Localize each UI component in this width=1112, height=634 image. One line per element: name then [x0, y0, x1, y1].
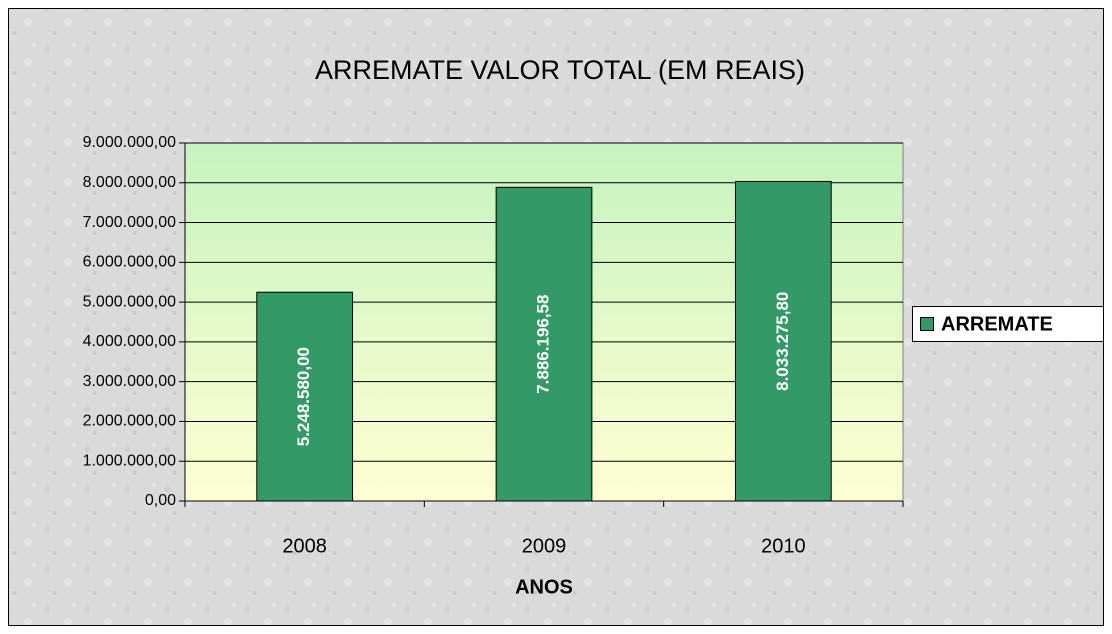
- value-label: 8.033.275,80: [773, 292, 792, 391]
- legend-swatch: [920, 317, 934, 331]
- x-tick-label: 2010: [761, 535, 806, 557]
- chart-title: ARREMATE VALOR TOTAL (EM REAIS): [315, 55, 805, 85]
- y-tick-label: 3.000.000,00: [83, 373, 177, 390]
- y-tick-label: 0,00: [145, 492, 176, 509]
- x-tick-label: 2008: [282, 535, 327, 557]
- y-tick-label: 7.000.000,00: [83, 214, 177, 231]
- legend-label: ARREMATE: [941, 313, 1053, 335]
- bar: [256, 291, 354, 502]
- x-axis-title: ANOS: [515, 576, 573, 598]
- y-tick-label: 9.000.000,00: [83, 134, 177, 151]
- bar: [734, 180, 832, 502]
- value-label: 5.248.580,00: [294, 347, 313, 446]
- y-tick-label: 1.000.000,00: [83, 452, 177, 469]
- y-tick-label: 4.000.000,00: [83, 333, 177, 350]
- x-tick-label: 2009: [522, 535, 567, 557]
- y-tick-label: 5.000.000,00: [83, 293, 177, 310]
- y-tick-label: 2.000.000,00: [83, 413, 177, 430]
- y-tick-label: 6.000.000,00: [83, 254, 177, 271]
- y-tick-label: 8.000.000,00: [83, 174, 177, 191]
- value-label: 7.886.196,58: [533, 295, 552, 394]
- legend: [912, 306, 1104, 342]
- bar: [495, 186, 593, 502]
